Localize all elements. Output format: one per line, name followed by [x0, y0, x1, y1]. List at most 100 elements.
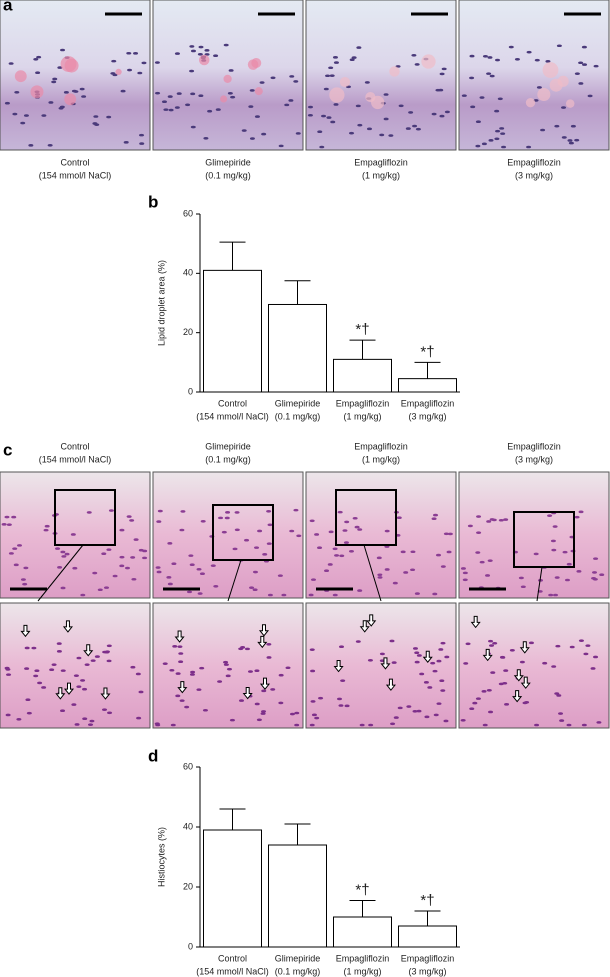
- caption: (154 mmol/l NaCl): [39, 170, 112, 180]
- nucleus: [203, 136, 209, 140]
- nucleus: [599, 573, 605, 577]
- arrow-marker: [513, 669, 524, 682]
- x-tick-label: (1 mg/kg): [343, 966, 381, 976]
- nucleus: [79, 87, 85, 91]
- nucleus: [481, 690, 487, 693]
- nucleus: [366, 127, 372, 131]
- nucleus: [254, 702, 260, 706]
- nucleus: [528, 641, 534, 645]
- inset-arrow: [536, 566, 543, 602]
- nucleus: [89, 719, 95, 723]
- lipid: [30, 85, 44, 99]
- nucleus: [467, 524, 473, 528]
- nucleus: [441, 67, 447, 71]
- nucleus: [536, 86, 542, 89]
- nucleus: [333, 103, 339, 106]
- nucleus: [90, 659, 96, 662]
- caption: (1 mg/kg): [362, 454, 400, 464]
- nucleus: [486, 72, 492, 75]
- nucleus: [174, 52, 180, 55]
- nucleus: [82, 717, 88, 721]
- nucleus: [72, 566, 78, 570]
- nucleus: [185, 103, 191, 107]
- nucleus: [593, 64, 599, 68]
- nucleus: [189, 563, 195, 567]
- inset-arrow: [227, 559, 242, 602]
- nucleus: [318, 696, 324, 700]
- nucleus: [317, 130, 323, 134]
- nucleus: [204, 49, 210, 52]
- inset-box: [54, 489, 116, 546]
- nucleus: [310, 700, 316, 703]
- nucleus: [166, 576, 172, 579]
- nucleus: [189, 69, 195, 73]
- nucleus: [319, 145, 325, 149]
- x-tick-label: (3 mg/kg): [408, 966, 446, 976]
- nucleus: [461, 94, 467, 97]
- nucleus: [256, 718, 262, 722]
- nucleus: [488, 139, 494, 142]
- y-axis-label: Lipid droplet area (%): [156, 260, 166, 346]
- nucleus: [230, 95, 236, 99]
- nucleus: [582, 63, 588, 66]
- nucleus: [482, 723, 488, 727]
- y-tick-label: 0: [188, 386, 193, 396]
- nucleus: [162, 662, 168, 665]
- nucleus: [489, 74, 495, 78]
- nucleus: [221, 530, 227, 534]
- nucleus: [289, 529, 295, 533]
- nucleus: [547, 514, 553, 517]
- micrograph: [0, 602, 151, 729]
- nucleus: [411, 53, 417, 57]
- nucleus: [51, 80, 57, 84]
- x-tick-label: Control: [218, 953, 247, 963]
- lipid: [220, 95, 228, 103]
- nucleus: [167, 582, 173, 586]
- nucleus: [561, 106, 567, 109]
- nucleus: [88, 723, 94, 726]
- nucleus: [60, 586, 66, 590]
- nucleus: [433, 513, 439, 517]
- nucleus: [488, 639, 494, 643]
- nucleus: [574, 138, 580, 142]
- lipid: [565, 99, 575, 108]
- nucleus: [348, 549, 354, 553]
- inset-arrow: [37, 544, 84, 602]
- nucleus: [127, 68, 133, 72]
- nucleus: [25, 698, 31, 702]
- lipid: [329, 87, 345, 103]
- nucleus: [63, 91, 69, 94]
- nucleus: [189, 45, 195, 48]
- nucleus: [522, 701, 528, 705]
- nucleus: [310, 669, 316, 673]
- nucleus: [432, 592, 438, 596]
- inset-arrow: [363, 544, 382, 602]
- bar: [203, 829, 262, 948]
- lipid: [14, 70, 27, 83]
- nucleus: [189, 673, 195, 676]
- nucleus: [178, 660, 184, 664]
- nucleus: [460, 718, 466, 722]
- nucleus: [568, 141, 574, 145]
- nucleus: [591, 576, 597, 580]
- nucleus: [249, 137, 255, 140]
- arrow-marker: [174, 630, 185, 643]
- nucleus: [225, 674, 231, 678]
- nucleus: [406, 705, 412, 708]
- nucleus: [379, 652, 385, 656]
- nucleus: [423, 681, 429, 684]
- nucleus: [84, 663, 90, 666]
- nucleus: [260, 712, 266, 715]
- nucleus: [412, 647, 418, 650]
- nucleus: [576, 570, 582, 573]
- caption: Glimepiride: [205, 441, 251, 451]
- nucleus: [336, 697, 342, 701]
- nucleus: [555, 644, 561, 648]
- nucleus: [64, 552, 70, 556]
- nucleus: [558, 712, 564, 715]
- x-tick-label: Empagliflozin: [401, 398, 455, 408]
- nucleus: [23, 566, 29, 570]
- nucleus: [198, 94, 204, 98]
- nucleus: [479, 96, 485, 99]
- nucleus: [254, 115, 260, 118]
